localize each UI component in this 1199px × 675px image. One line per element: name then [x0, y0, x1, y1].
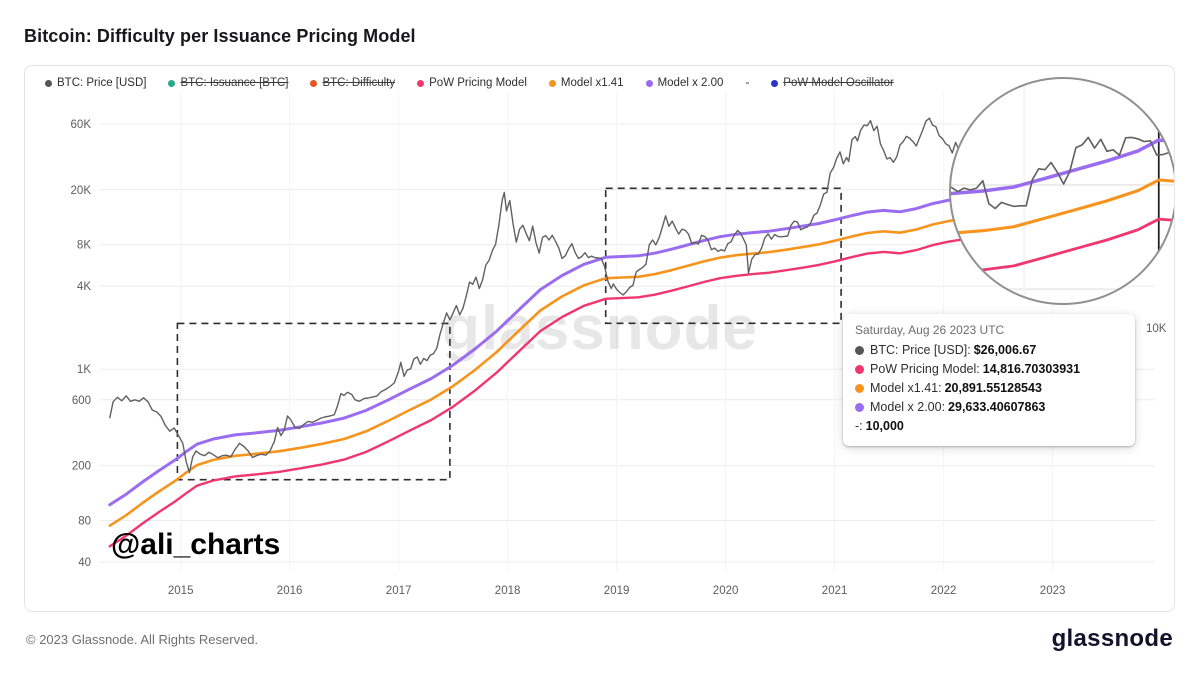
tooltip-series-dot	[855, 365, 864, 374]
x-axis-tick-label: 2022	[931, 585, 957, 597]
tooltip-rows: BTC: Price [USD]: $26,006.67 PoW Pricing …	[855, 341, 1123, 436]
legend-item[interactable]: -	[745, 77, 749, 89]
y-axis-tick-label: 40	[78, 557, 91, 569]
page: Bitcoin: Difficulty per Issuance Pricing…	[24, 26, 1175, 653]
legend-item[interactable]: Model x 2.00	[645, 77, 724, 89]
tooltip-series-dot	[855, 403, 864, 412]
legend-item[interactable]: PoW Model Oscillator	[771, 77, 894, 89]
tooltip-row: PoW Pricing Model: 14,816.70303931	[855, 360, 1123, 379]
plot-main: 60K 20K 8K 4K 1K 600 200 80 40 2015 2016 2017 2018 20…	[71, 91, 1155, 597]
y-axis-tick-label: 60K	[71, 119, 92, 131]
y-axis-tick-label: 1K	[77, 364, 91, 376]
tooltip-row: Model x1.41: 20,891.55128543	[855, 379, 1123, 398]
legend-series-dot	[417, 79, 425, 87]
right-axis-label-10k: 10K	[1146, 323, 1167, 335]
legend-series-label: BTC: Issuance [BTC]	[180, 77, 289, 89]
x-axis-tick-label: 2017	[386, 585, 412, 597]
y-axis-tick-label: 600	[72, 395, 91, 407]
legend-series-label: BTC: Difficulty	[322, 77, 396, 89]
price-chart: 60K 20K 8K 4K 1K 600 200 80 40 2015 2016 2017 2018 20…	[71, 77, 1174, 597]
y-axis-tick-label: 20K	[71, 185, 92, 197]
page-title: Bitcoin: Difficulty per Issuance Pricing…	[24, 26, 416, 46]
legend-item[interactable]: BTC: Issuance [BTC]	[168, 77, 288, 89]
x-axis-tick-label: 2020	[713, 585, 739, 597]
legend-series-dot	[771, 79, 779, 87]
glassnode-watermark: glassnode	[442, 294, 758, 363]
y-axis-tick-label: 8K	[77, 240, 91, 252]
legend-series-dot	[168, 79, 176, 87]
legend-item[interactable]: PoW Pricing Model	[417, 77, 527, 89]
tooltip-row: Model x 2.00: 29,633.40607863	[855, 398, 1123, 417]
copyright-text: © 2023 Glassnode. All Rights Reserved.	[26, 631, 259, 647]
glassnode-logo: glassnode	[1051, 625, 1173, 652]
footer: © 2023 Glassnode. All Rights Reserved. g…	[24, 625, 1175, 653]
legend-series-label: PoW Pricing Model	[429, 77, 527, 89]
dashed-annotation-box	[176, 322, 451, 481]
tooltip-row: -: 10,000	[855, 419, 904, 433]
legend-item[interactable]: Model x1.41	[548, 77, 624, 89]
x-axis-tick-label: 2015	[168, 585, 194, 597]
chart-legend: BTC: Price [USD] BTC: Issuance [BTC] BTC: …	[45, 77, 894, 89]
tooltip-series-dot	[855, 384, 864, 393]
chart-tooltip: Saturday, Aug 26 2023 UTC BTC: Price [US…	[843, 314, 1135, 446]
ali-charts-credit: @ali_charts	[111, 528, 281, 561]
legend-series-dot	[310, 79, 318, 87]
legend-series-dot	[45, 79, 52, 87]
chart-card: 60K 20K 8K 4K 1K 600 200 80 40 2015 2016 2017 2018 20…	[24, 65, 1175, 612]
y-axis-tick-label: 4K	[77, 281, 91, 293]
x-axis-tick-label: 2018	[495, 585, 521, 597]
legend-series-label: PoW Model Oscillator	[783, 77, 894, 89]
x-axis-tick-label: 2016	[277, 585, 303, 597]
legend-series-label: BTC: Price [USD]	[57, 77, 147, 89]
legend-item[interactable]: BTC: Price [USD]	[45, 77, 146, 89]
x-axis-tick-label: 2023	[1040, 585, 1066, 597]
legend-series-label: Model x 2.00	[657, 77, 724, 89]
tooltip-series-dot	[855, 346, 864, 355]
y-axis-tick-label: 80	[78, 516, 91, 528]
legend-series-label: Model x1.41	[560, 77, 624, 89]
legend-item[interactable]: BTC: Difficulty	[310, 77, 395, 89]
legend-series-label: -	[745, 77, 750, 89]
tooltip-row: BTC: Price [USD]: $26,006.67	[855, 341, 1123, 360]
legend-series-dot	[548, 79, 556, 87]
tooltip-date: Saturday, Aug 26 2023 UTC	[855, 323, 1005, 337]
x-axis-tick-label: 2019	[604, 585, 630, 597]
x-axis-tick-label: 2021	[822, 585, 848, 597]
y-axis-tick-label: 200	[72, 461, 91, 473]
legend-series-dot	[645, 79, 653, 87]
magnifier-circle-border	[949, 77, 1174, 305]
